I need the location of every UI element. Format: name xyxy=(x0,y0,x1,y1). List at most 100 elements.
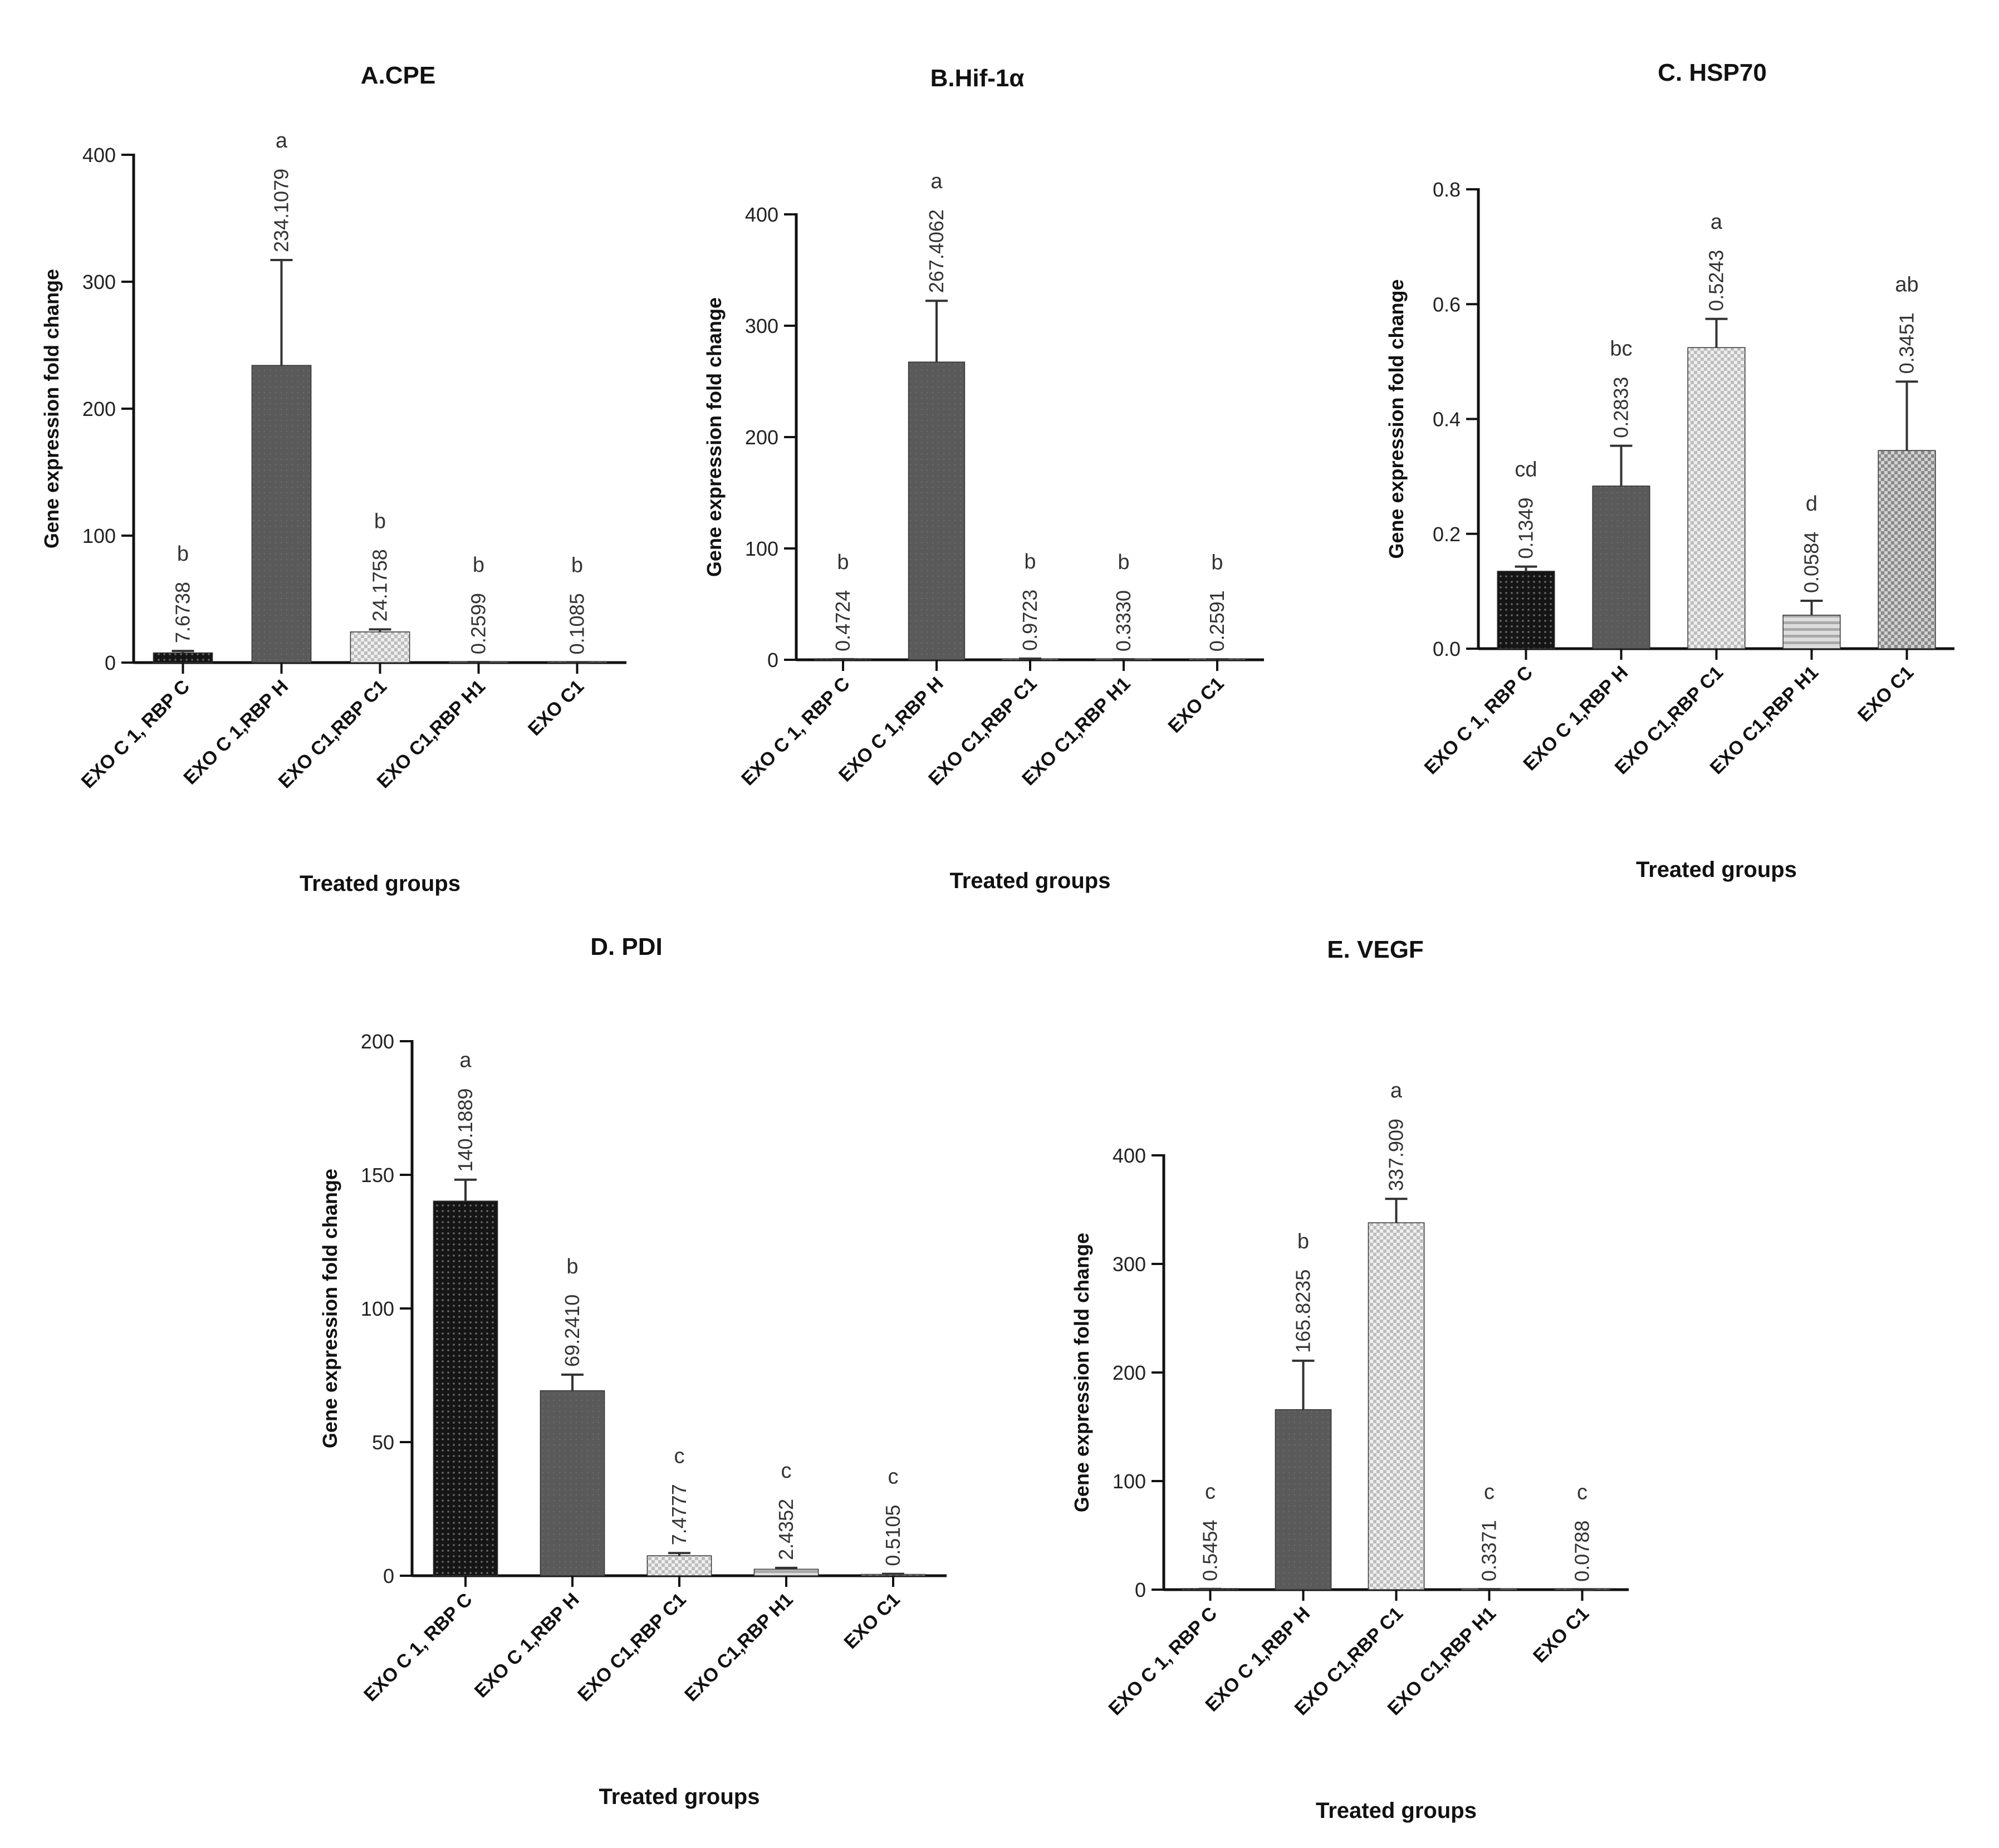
y-tick-label: 200 xyxy=(82,398,116,420)
y-axis-label: Gene expression fold change xyxy=(1070,1233,1093,1512)
significance-letter: c xyxy=(1484,1481,1495,1504)
chart-title: A.CPE xyxy=(361,62,435,89)
x-tick-label: EXO C1 xyxy=(840,1589,904,1653)
data-label: 7.4777 xyxy=(668,1484,690,1545)
data-label: 0.1349 xyxy=(1515,498,1537,559)
data-label: 7.6738 xyxy=(172,582,194,643)
bar xyxy=(1497,571,1555,649)
data-label: 337.909 xyxy=(1385,1119,1408,1191)
chart-panel-2: C. HSP70 0.0 0.2 0.4 0.6 0.8 Gene expression f… xyxy=(1385,59,1954,882)
significance-letter: ab xyxy=(1895,273,1918,296)
significance-letter: a xyxy=(276,129,288,153)
significance-letter: b xyxy=(177,542,189,566)
significance-letter: a xyxy=(1711,210,1723,234)
bar xyxy=(1592,486,1650,649)
y-tick-label: 300 xyxy=(82,271,116,293)
y-tick-label: 100 xyxy=(361,1297,394,1320)
chart-title: E. VEGF xyxy=(1327,936,1424,963)
x-tick-label: EXO C 1,RBP H xyxy=(179,676,292,789)
significance-letter: b xyxy=(473,553,484,577)
y-tick-label: 0.8 xyxy=(1433,178,1461,201)
x-tick-label: EXO C 1, RBP C xyxy=(360,1589,476,1705)
y-tick-label: 400 xyxy=(82,144,116,166)
significance-letter: c xyxy=(888,1465,899,1489)
data-label: 234.1079 xyxy=(270,169,293,252)
bar xyxy=(1687,347,1746,649)
data-label: 0.2591 xyxy=(1206,590,1228,651)
x-axis-label: Treated groups xyxy=(1636,857,1797,882)
y-tick-label: 100 xyxy=(82,525,116,547)
y-axis-label: Gene expression fold change xyxy=(40,269,63,548)
chart-panel-1: B.Hif-1α 0 100 200 300 400 Gene expression fol… xyxy=(703,65,1264,893)
y-tick-label: 0.6 xyxy=(1433,293,1461,316)
significance-letter: c xyxy=(1577,1481,1588,1504)
y-tick-label: 400 xyxy=(745,203,778,226)
data-label: 0.2833 xyxy=(1610,377,1633,438)
bar xyxy=(908,361,966,660)
significance-letter: a xyxy=(459,1049,472,1072)
y-axis-label: Gene expression fold change xyxy=(1385,279,1408,558)
bar xyxy=(1368,1222,1425,1590)
significance-letter: bc xyxy=(1610,337,1632,361)
significance-letter: c xyxy=(781,1459,792,1483)
y-tick-label: 0 xyxy=(1135,1579,1146,1601)
bar xyxy=(433,1200,498,1576)
y-tick-label: 100 xyxy=(1113,1470,1146,1493)
bar xyxy=(540,1390,605,1576)
chart-panel-0: A.CPE 0 100 200 300 400 Gene expression fold c… xyxy=(40,62,626,896)
chart-title: B.Hif-1α xyxy=(930,65,1025,92)
y-tick-label: 0 xyxy=(105,651,116,674)
x-tick-label: EXO C 1,RBP H xyxy=(471,1589,584,1702)
significance-letter: b xyxy=(1297,1230,1309,1253)
chart-title: D. PDI xyxy=(590,933,663,960)
significance-letter: b xyxy=(374,509,386,533)
bar xyxy=(1275,1409,1332,1590)
data-label: 0.9723 xyxy=(1018,590,1041,651)
y-tick-label: 300 xyxy=(1113,1253,1146,1276)
data-label: 0.2599 xyxy=(467,593,490,654)
chart-panel-4: E. VEGF 0 100 200 300 400 Gene expression fold… xyxy=(1070,936,1629,1823)
data-label: 0.3330 xyxy=(1112,590,1135,651)
chart-panel-3: D. PDI 0 50 100 150 200 Gene expression fold c… xyxy=(319,933,947,1809)
data-label: 0.0788 xyxy=(1571,1521,1594,1582)
x-tick-label: EXO C1,RBP C1 xyxy=(574,1589,690,1705)
bar xyxy=(1782,615,1841,649)
data-label: 140.1889 xyxy=(454,1089,477,1172)
significance-letter: cd xyxy=(1515,458,1537,482)
chart-title: C. HSP70 xyxy=(1658,59,1767,86)
significance-letter: b xyxy=(1211,551,1223,574)
y-tick-label: 300 xyxy=(745,315,778,337)
significance-letter: b xyxy=(837,551,849,574)
y-tick-label: 0 xyxy=(767,649,778,671)
significance-letter: b xyxy=(571,554,583,577)
bar xyxy=(646,1555,712,1576)
x-tick-label: EXO C 1,RBP H xyxy=(1519,662,1632,775)
bar xyxy=(1878,450,1936,649)
y-tick-label: 200 xyxy=(361,1030,394,1053)
x-tick-label: EXO C1,RBP C1 xyxy=(275,676,391,792)
significance-letter: a xyxy=(1390,1079,1403,1102)
x-tick-label: EXO C1,RBP H1 xyxy=(680,1589,797,1705)
y-tick-label: 0.2 xyxy=(1433,523,1461,546)
data-label: 0.0584 xyxy=(1800,532,1823,593)
data-label: 165.8235 xyxy=(1292,1269,1315,1353)
y-tick-label: 200 xyxy=(745,426,778,449)
significance-letter: c xyxy=(1205,1481,1216,1504)
x-tick-label: EXO C1,RBP H1 xyxy=(373,676,489,792)
data-label: 24.1758 xyxy=(369,549,391,621)
y-axis-label: Gene expression fold change xyxy=(319,1169,341,1448)
x-tick-label: EXO C 1, RBP C xyxy=(1420,662,1537,778)
significance-letter: a xyxy=(930,170,943,193)
bar xyxy=(153,652,213,663)
y-tick-label: 0 xyxy=(383,1565,394,1587)
data-label: 0.1085 xyxy=(566,593,589,654)
data-label: 2.4352 xyxy=(775,1499,797,1560)
significance-letter: c xyxy=(674,1444,685,1468)
y-tick-label: 400 xyxy=(1113,1144,1146,1167)
y-tick-label: 0.0 xyxy=(1433,638,1461,660)
data-label: 0.4724 xyxy=(831,590,854,651)
y-tick-label: 100 xyxy=(745,537,778,560)
y-axis-label: Gene expression fold change xyxy=(703,297,726,577)
